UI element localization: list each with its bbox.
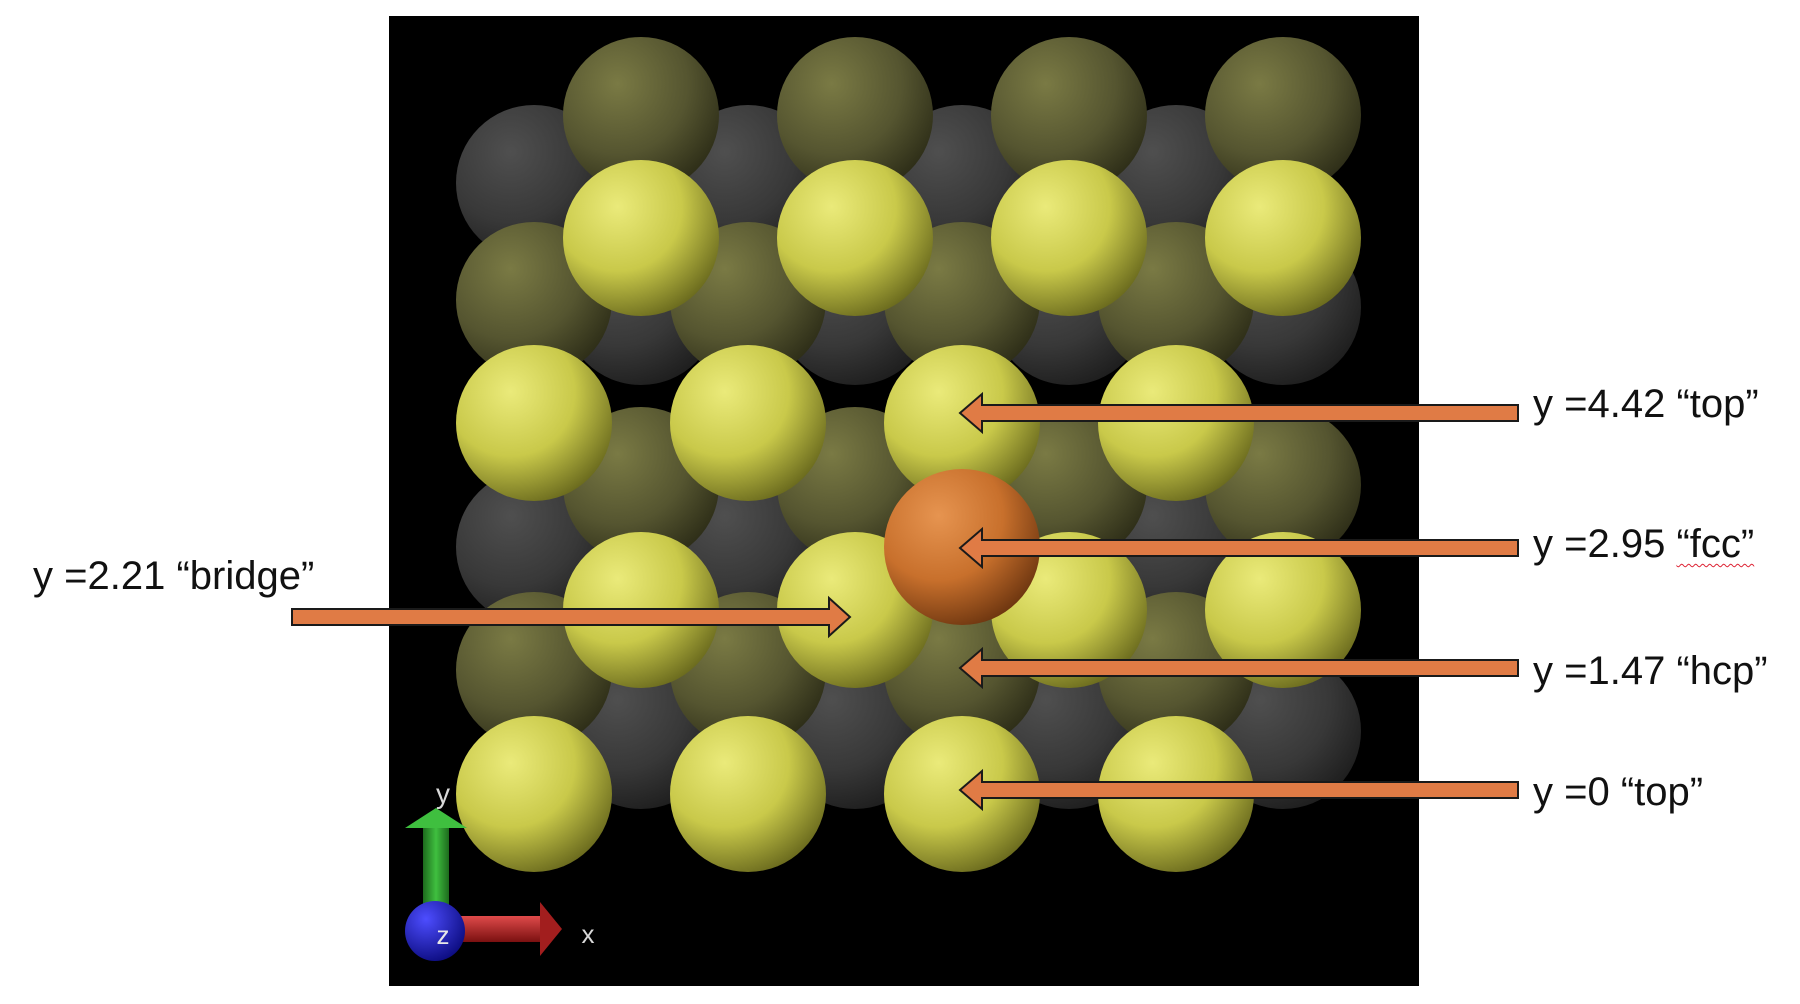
top-layer-atom	[670, 716, 826, 872]
arrow-top-0	[958, 768, 1519, 812]
site-label-value: y =2.21	[33, 554, 177, 598]
arrow-top-4-42	[958, 391, 1519, 435]
top-layer-atom	[670, 345, 826, 501]
site-label-value: y =1.47	[1533, 649, 1677, 693]
top-layer-atom	[456, 345, 612, 501]
site-label-value: y =2.95	[1533, 522, 1677, 566]
z-axis-label: z	[437, 920, 450, 950]
site-label-bridge-2-21: y =2.21 “bridge”	[33, 556, 314, 596]
top-layer-atom	[1205, 532, 1361, 688]
top-layer-atoms	[456, 160, 1361, 872]
top-layer-atom	[884, 345, 1040, 501]
site-label-hcp-1-47: y =1.47 “hcp”	[1533, 651, 1768, 691]
site-label-name: “top”	[1676, 382, 1759, 426]
second-layer-atom	[563, 37, 719, 193]
arrow-fcc-2-95	[958, 526, 1519, 570]
site-label-name: “bridge”	[176, 554, 315, 598]
arrow-hcp-1-47	[958, 646, 1519, 690]
site-label-name: “fcc”	[1676, 522, 1755, 566]
site-label-value: y =4.42	[1533, 382, 1677, 426]
top-layer-atom	[991, 160, 1147, 316]
x-axis-head	[540, 902, 562, 956]
axis-triad: y x z	[405, 778, 595, 961]
top-layer-atom	[1205, 160, 1361, 316]
top-layer-atom	[456, 716, 612, 872]
z-axis-sphere	[405, 901, 465, 961]
second-layer-atom	[991, 37, 1147, 193]
arrow-bridge-2-21	[291, 595, 852, 639]
site-label-top-4-42: y =4.42 “top”	[1533, 384, 1759, 424]
second-layer-atom	[1205, 37, 1361, 193]
top-layer-atom	[884, 716, 1040, 872]
top-layer-atom	[1098, 345, 1254, 501]
top-layer-atom	[563, 160, 719, 316]
site-label-name: “hcp”	[1676, 649, 1768, 693]
site-label-name: “top”	[1620, 770, 1704, 814]
site-label-fcc-2-95: y =2.95 “fcc”	[1533, 524, 1754, 564]
second-layer-atom	[777, 37, 933, 193]
y-axis-label: y	[436, 778, 450, 809]
site-arrows	[291, 391, 1519, 812]
top-layer-atom	[777, 160, 933, 316]
site-label-value: y =0	[1533, 770, 1621, 814]
x-axis-label: x	[582, 919, 595, 949]
y-axis-head	[405, 808, 467, 828]
site-label-top-0: y =0 “top”	[1533, 772, 1703, 812]
